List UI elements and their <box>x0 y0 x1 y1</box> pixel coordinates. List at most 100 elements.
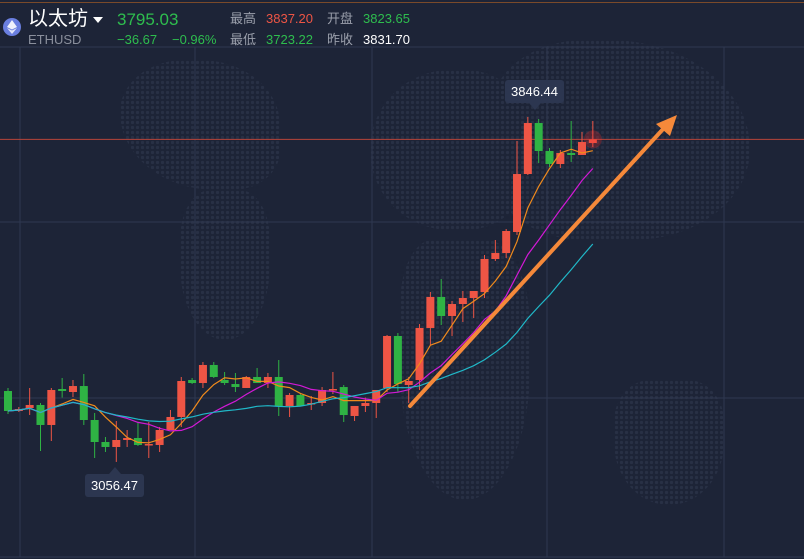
candle-body <box>188 380 197 384</box>
candle[interactable] <box>166 410 175 430</box>
candle[interactable] <box>383 334 392 393</box>
asset-name[interactable]: 以太坊 <box>28 8 88 30</box>
candle[interactable] <box>415 324 424 390</box>
candle-body <box>177 381 186 417</box>
candle[interactable] <box>523 116 532 176</box>
candle[interactable] <box>372 390 381 418</box>
candle-body <box>372 390 381 404</box>
candle-body <box>101 442 110 447</box>
candle-body <box>133 437 142 445</box>
candle-body <box>350 405 359 416</box>
candle-body <box>513 174 522 233</box>
candle[interactable] <box>123 430 132 447</box>
low-value: 3723.22 <box>266 32 313 47</box>
candle-body <box>68 386 77 393</box>
candle[interactable] <box>469 291 478 318</box>
candle[interactable] <box>588 121 597 147</box>
candle[interactable] <box>263 373 272 388</box>
asset-symbol: ETHUSD <box>28 32 82 47</box>
candle[interactable] <box>25 387 34 416</box>
candle[interactable] <box>534 118 543 164</box>
candle[interactable] <box>339 384 348 423</box>
candle[interactable] <box>101 436 110 453</box>
candle-body <box>155 430 164 445</box>
candle-body <box>36 404 45 425</box>
high-label: 最高 <box>230 11 257 26</box>
candle-body <box>4 391 12 412</box>
low-marker: 3056.47 <box>85 467 144 497</box>
candle-body <box>502 231 511 254</box>
candle[interactable] <box>577 132 586 155</box>
ma-short-line <box>7 148 593 444</box>
candle[interactable] <box>47 387 56 442</box>
candle[interactable] <box>253 367 262 384</box>
candle[interactable] <box>426 292 435 346</box>
candle[interactable] <box>458 291 467 323</box>
candle[interactable] <box>350 405 359 422</box>
quote-header: 以太坊 ETHUSD 3795.03 −36.67 −0.96% 最高 3837… <box>0 4 804 48</box>
world-map-background <box>490 40 750 240</box>
candle[interactable] <box>513 141 522 235</box>
candle-body <box>25 404 34 408</box>
candle-body <box>253 376 262 384</box>
candle[interactable] <box>274 360 283 416</box>
candle-body <box>523 123 532 175</box>
low-label: 最低 <box>230 32 257 47</box>
candle[interactable] <box>480 254 489 298</box>
candle-body <box>556 153 565 165</box>
candle[interactable] <box>567 121 576 163</box>
candle[interactable] <box>437 278 446 326</box>
candle[interactable] <box>393 333 402 393</box>
candle[interactable] <box>90 412 99 458</box>
high-value: 3837.20 <box>266 11 313 26</box>
candle[interactable] <box>188 377 197 385</box>
candle-body <box>458 297 467 305</box>
candle-body <box>123 437 132 440</box>
candle-body <box>426 296 435 328</box>
candle[interactable] <box>58 377 67 398</box>
candle-body <box>231 384 240 388</box>
candle-body <box>534 123 543 152</box>
candle-body <box>296 394 305 406</box>
candle-body <box>577 142 586 155</box>
candle-body <box>242 376 251 388</box>
prev-close-value: 3831.70 <box>363 32 410 47</box>
top-border <box>0 2 804 3</box>
candle-body <box>448 304 457 316</box>
open-value: 3823.65 <box>363 11 410 26</box>
candle[interactable] <box>502 228 511 258</box>
candle[interactable] <box>491 240 500 262</box>
candle[interactable] <box>79 374 88 425</box>
candle[interactable] <box>36 403 45 452</box>
candle-body <box>112 440 121 447</box>
candle[interactable] <box>448 301 457 336</box>
candle[interactable] <box>4 387 12 415</box>
candle[interactable] <box>209 362 218 378</box>
candle-body <box>220 380 229 384</box>
candle[interactable] <box>231 373 240 393</box>
candle-body <box>383 335 392 388</box>
candle[interactable] <box>198 362 207 388</box>
candle[interactable] <box>545 147 554 167</box>
world-map-background <box>614 380 724 505</box>
current-price-pulse <box>583 130 602 149</box>
candle[interactable] <box>328 372 337 395</box>
price-change: −36.67 <box>117 32 158 47</box>
candle-body <box>491 253 500 259</box>
candle-body <box>545 151 554 165</box>
ma-long-line <box>7 243 594 423</box>
candle[interactable] <box>285 393 294 417</box>
caret-down-icon[interactable] <box>93 17 103 23</box>
candle-body <box>318 390 327 404</box>
candle[interactable] <box>361 397 370 413</box>
candle[interactable] <box>68 380 77 397</box>
candle-body <box>415 327 424 380</box>
candle-body <box>166 416 175 430</box>
candle-body <box>209 364 218 377</box>
candle[interactable] <box>144 422 153 458</box>
price-change-percent: −0.96% <box>172 32 217 47</box>
candle-body <box>198 364 207 384</box>
candle[interactable] <box>296 393 305 406</box>
open-label: 开盘 <box>327 11 354 26</box>
